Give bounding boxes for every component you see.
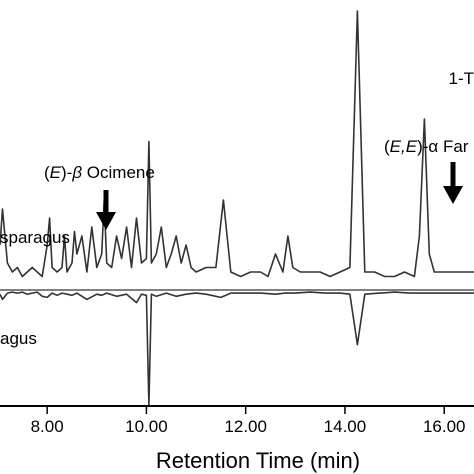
- series-layer: [0, 10, 474, 407]
- x-tick-label: 8.00: [31, 417, 64, 436]
- corner-text: 1-T: [449, 69, 474, 88]
- annotation-ocimene-arrow: [96, 190, 116, 230]
- x-tick-label: 10.00: [125, 417, 168, 436]
- x-tick-label: 12.00: [224, 417, 267, 436]
- x-ticks: 8.00 10.00 12.00 14.00 16.00: [31, 406, 466, 436]
- series-label-upper: sparagus: [0, 228, 70, 247]
- x-tick-label: 16.00: [423, 417, 466, 436]
- annotation-farnesene-arrow: [443, 162, 463, 204]
- x-tick-label: 14.00: [324, 417, 367, 436]
- series-line-upper: [0, 10, 474, 278]
- annotation-ocimene-label: (E)-β Ocimene: [44, 163, 155, 182]
- series-label-lower: agus: [0, 329, 37, 348]
- annotation-farnesene-label: (E,E)-α Far: [384, 137, 469, 156]
- series-line-lower: [0, 291, 474, 407]
- x-axis-title: Retention Time (min): [156, 448, 360, 473]
